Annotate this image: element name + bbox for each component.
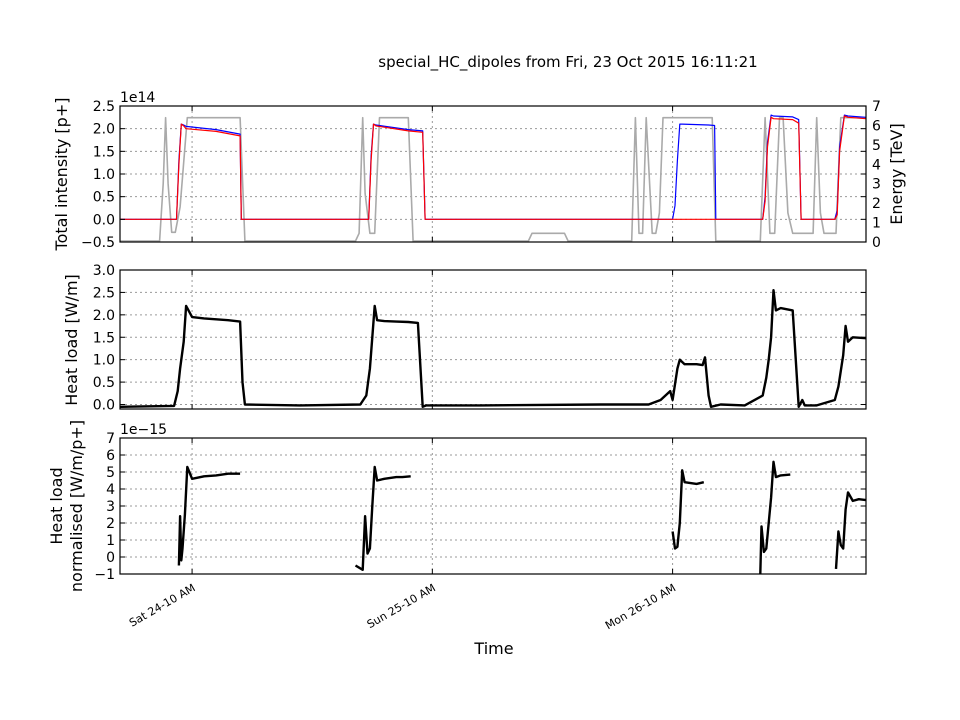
y-tick-label: 2.0 — [93, 308, 115, 324]
y-tick-label: 1.5 — [93, 144, 115, 160]
y-tick-label: 1.0 — [93, 167, 115, 183]
y-tick-label: 1 — [106, 533, 115, 549]
x-tick-label: Sun 25-10 AM — [365, 581, 438, 631]
series-line — [759, 460, 791, 575]
normalised-y-label-line: normalised [W/m/p+] — [67, 420, 86, 592]
y-tick-label: 3 — [106, 499, 115, 515]
y-tick-label: −0.5 — [81, 235, 115, 251]
y-tick-label: 2 — [106, 516, 115, 532]
normalised-y-label: Heat loadnormalised [W/m/p+] — [47, 420, 86, 592]
energy-tick-label: 7 — [872, 99, 881, 115]
y-tick-label: 6 — [106, 448, 115, 464]
y-tick-label: −1 — [94, 567, 115, 583]
series-line — [671, 469, 705, 550]
series-line — [119, 289, 867, 408]
chart-title: special_HC_dipoles from Fri, 23 Oct 2015… — [378, 53, 757, 72]
intensity-offset-label: 1e14 — [120, 90, 155, 106]
intensity-y-label: Total intensity [p+] — [52, 98, 71, 252]
y-tick-label: 5 — [106, 465, 115, 481]
energy-tick-label: 3 — [872, 177, 881, 193]
y-tick-label: 0.0 — [93, 398, 115, 414]
y-tick-label: 1.0 — [93, 353, 115, 369]
energy-y-label: Energy [TeV] — [887, 123, 906, 224]
y-tick-label: 2.0 — [93, 122, 115, 138]
y-tick-label: 0.0 — [93, 212, 115, 228]
energy-tick-label: 0 — [872, 235, 881, 251]
heatload-plot-area — [119, 269, 867, 410]
intensity-panel: −0.5 0.0 0.5 1.0 1.5 2.0 2.5 0 1 2 3 4 5 6 7 1e14 Tota… — [52, 90, 906, 251]
normalised-y-label-line: Heat load — [47, 467, 66, 544]
energy-tick-label: 5 — [872, 138, 881, 154]
y-tick-label: 4 — [106, 482, 115, 498]
y-tick-label: 0.5 — [93, 190, 115, 206]
series-line — [177, 465, 241, 566]
heatload-panel: 0.0 0.5 1.0 1.5 2.0 2.5 3.0 Heat load [W/m] — [62, 263, 867, 414]
series-line — [834, 491, 867, 569]
y-tick-label: 2.5 — [93, 285, 115, 301]
y-tick-label: 0.5 — [93, 375, 115, 391]
energy-tick-label: 4 — [872, 157, 881, 173]
series-line — [120, 115, 867, 220]
energy-tick-label: 2 — [872, 196, 881, 212]
x-tick-label: Mon 26-10 AM — [603, 581, 678, 632]
y-tick-label: 0 — [106, 550, 115, 566]
y-tick-label: 7 — [106, 431, 115, 447]
series-line — [120, 114, 867, 220]
x-tick-label: Sat 24-10 AM — [127, 581, 198, 629]
time-x-label: Time — [473, 639, 513, 658]
series-line — [120, 116, 866, 242]
y-tick-label: 1.5 — [93, 330, 115, 346]
energy-tick-label: 6 — [872, 118, 881, 134]
normalised-offset-label: 1e−15 — [120, 422, 167, 438]
series-line — [354, 465, 411, 571]
energy-tick-label: 1 — [872, 216, 881, 232]
y-tick-label: 3.0 — [93, 263, 115, 279]
y-tick-label: 2.5 — [93, 99, 115, 115]
heatload-y-label: Heat load [W/m] — [62, 274, 81, 406]
